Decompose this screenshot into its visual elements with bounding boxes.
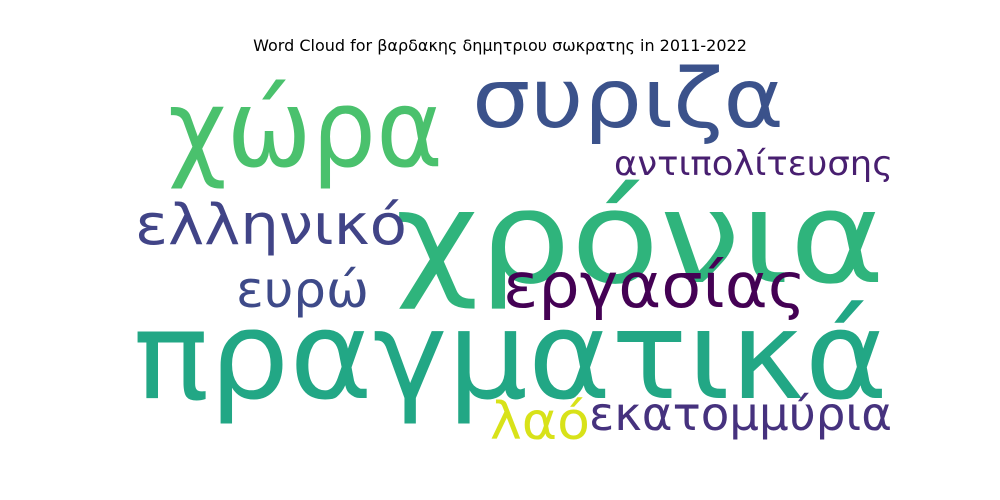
word-1: χρόνια bbox=[395, 164, 885, 313]
word-6: ελληνικό bbox=[135, 193, 407, 258]
word-4: συριζα bbox=[472, 52, 784, 147]
word-9: εκατομμύρια bbox=[589, 387, 892, 441]
word-8: λαό bbox=[490, 392, 590, 452]
word-3: χώρα bbox=[168, 67, 443, 192]
word-10: αντιπολίτευσης bbox=[614, 144, 893, 184]
chart-title: Word Cloud for βαρδακης δημητριου σωκρατ… bbox=[253, 36, 747, 55]
word-7: ευρώ bbox=[236, 261, 369, 319]
word-5: εργασίας bbox=[503, 249, 806, 322]
word-2: πραγματικά bbox=[133, 285, 888, 427]
